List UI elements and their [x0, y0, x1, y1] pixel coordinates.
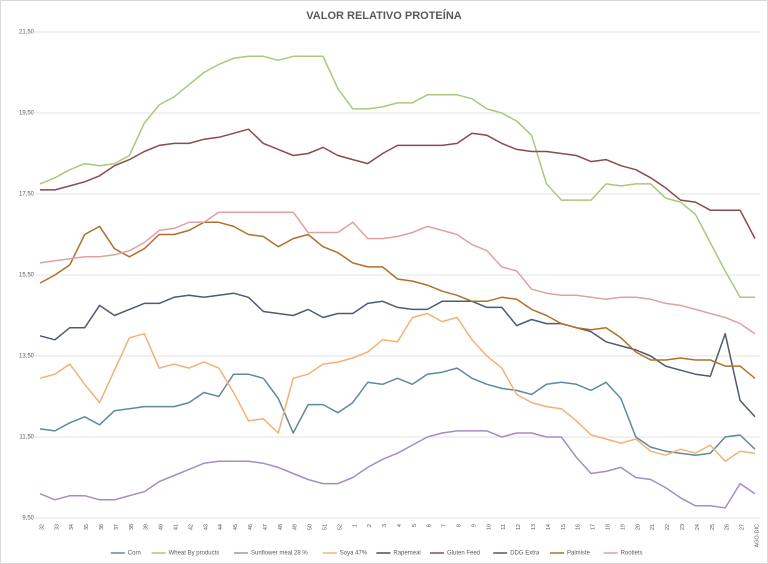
- x-tick-label: 3: [382, 524, 388, 527]
- y-tick-label: 13,50: [19, 354, 35, 360]
- x-tick-label: 4: [397, 524, 403, 527]
- legend-label: Sunflower meal 28 %: [251, 551, 308, 557]
- x-tick-label: 38: [129, 524, 135, 530]
- legend-label: Wheat By products: [169, 551, 220, 557]
- x-tick-label: 26: [725, 524, 731, 530]
- x-tick-label: 49: [293, 524, 299, 530]
- x-tick-label: 46: [248, 524, 254, 530]
- x-tick-label: 52: [337, 524, 343, 530]
- series-line: [39, 430, 756, 509]
- x-tick-label: 9: [471, 524, 477, 527]
- x-tick-label: 8: [457, 524, 463, 527]
- x-tick-label: 6: [427, 524, 433, 527]
- x-tick-label: 11: [501, 524, 507, 530]
- x-tick-label: 48: [278, 524, 284, 530]
- series-line: [39, 292, 756, 418]
- x-tick-label: 1: [352, 524, 358, 527]
- x-tick-label: 21: [650, 524, 656, 530]
- x-tick-label: 20: [635, 524, 641, 530]
- x-tick-label: 10: [486, 524, 492, 530]
- x-tick-label: 45: [233, 524, 239, 530]
- legend-label: DDG Extra: [510, 551, 540, 557]
- x-tick-label: 16: [576, 524, 582, 530]
- chart-title: VALOR RELATIVO PROTEÍNA: [306, 9, 461, 22]
- x-tick-label: 15: [561, 524, 567, 530]
- x-tick-label: 41: [174, 524, 180, 530]
- x-tick-label: 24: [695, 524, 701, 530]
- x-tick-label: 22: [665, 524, 671, 530]
- y-tick-label: 11,50: [19, 435, 34, 441]
- x-tick-label: 39: [144, 524, 150, 530]
- x-tick-label: 19: [620, 524, 626, 530]
- x-tick-label: 14: [546, 524, 552, 530]
- legend-label: Palmiste: [567, 551, 591, 557]
- y-tick-label: 15,50: [19, 273, 35, 279]
- legend-label: Rootlets: [621, 551, 643, 557]
- x-tick-label: 43: [203, 524, 209, 530]
- series-line: [39, 312, 756, 463]
- x-tick-label: 5: [412, 524, 418, 527]
- x-tick-label: 17: [591, 524, 597, 530]
- x-tick-label: 27: [740, 524, 746, 530]
- x-tick-label: 25: [710, 524, 716, 530]
- series-line: [39, 211, 756, 335]
- x-tick-label: 36: [99, 524, 105, 530]
- x-tick-label: 47: [263, 524, 269, 530]
- x-tick-label: 37: [114, 524, 120, 530]
- x-tick-label: 12: [516, 524, 522, 530]
- legend-label: Corn: [128, 551, 141, 557]
- x-tick-label: 51: [322, 524, 328, 530]
- x-tick-label: 2: [367, 524, 373, 527]
- x-tick-label: AGO-DIC: [754, 524, 760, 548]
- y-tick-label: 19,50: [19, 111, 35, 117]
- x-tick-label: 34: [69, 524, 75, 530]
- x-tick-label: 23: [680, 524, 686, 530]
- y-tick-label: 17,50: [19, 192, 35, 198]
- legend-label: Rapemeal: [393, 551, 420, 557]
- series-line: [39, 55, 755, 299]
- series-line: [39, 221, 756, 379]
- x-tick-label: 33: [54, 524, 60, 530]
- x-tick-label: 13: [531, 524, 537, 530]
- x-tick-label: 18: [605, 524, 611, 530]
- legend-label: Soya 47%: [340, 551, 368, 557]
- legend-label: Gluten Feed: [447, 551, 480, 557]
- x-tick-label: 32: [39, 524, 45, 530]
- x-tick-label: 35: [84, 524, 90, 530]
- y-tick-label: 9,50: [22, 516, 34, 522]
- x-tick-label: 44: [218, 524, 224, 530]
- y-tick-label: 21,50: [19, 30, 35, 36]
- x-tick-label: 7: [442, 524, 448, 527]
- series-line: [39, 367, 756, 456]
- series-line: [40, 128, 756, 239]
- x-tick-label: 42: [188, 524, 194, 530]
- x-tick-label: 40: [159, 524, 165, 530]
- x-tick-label: 50: [308, 524, 314, 530]
